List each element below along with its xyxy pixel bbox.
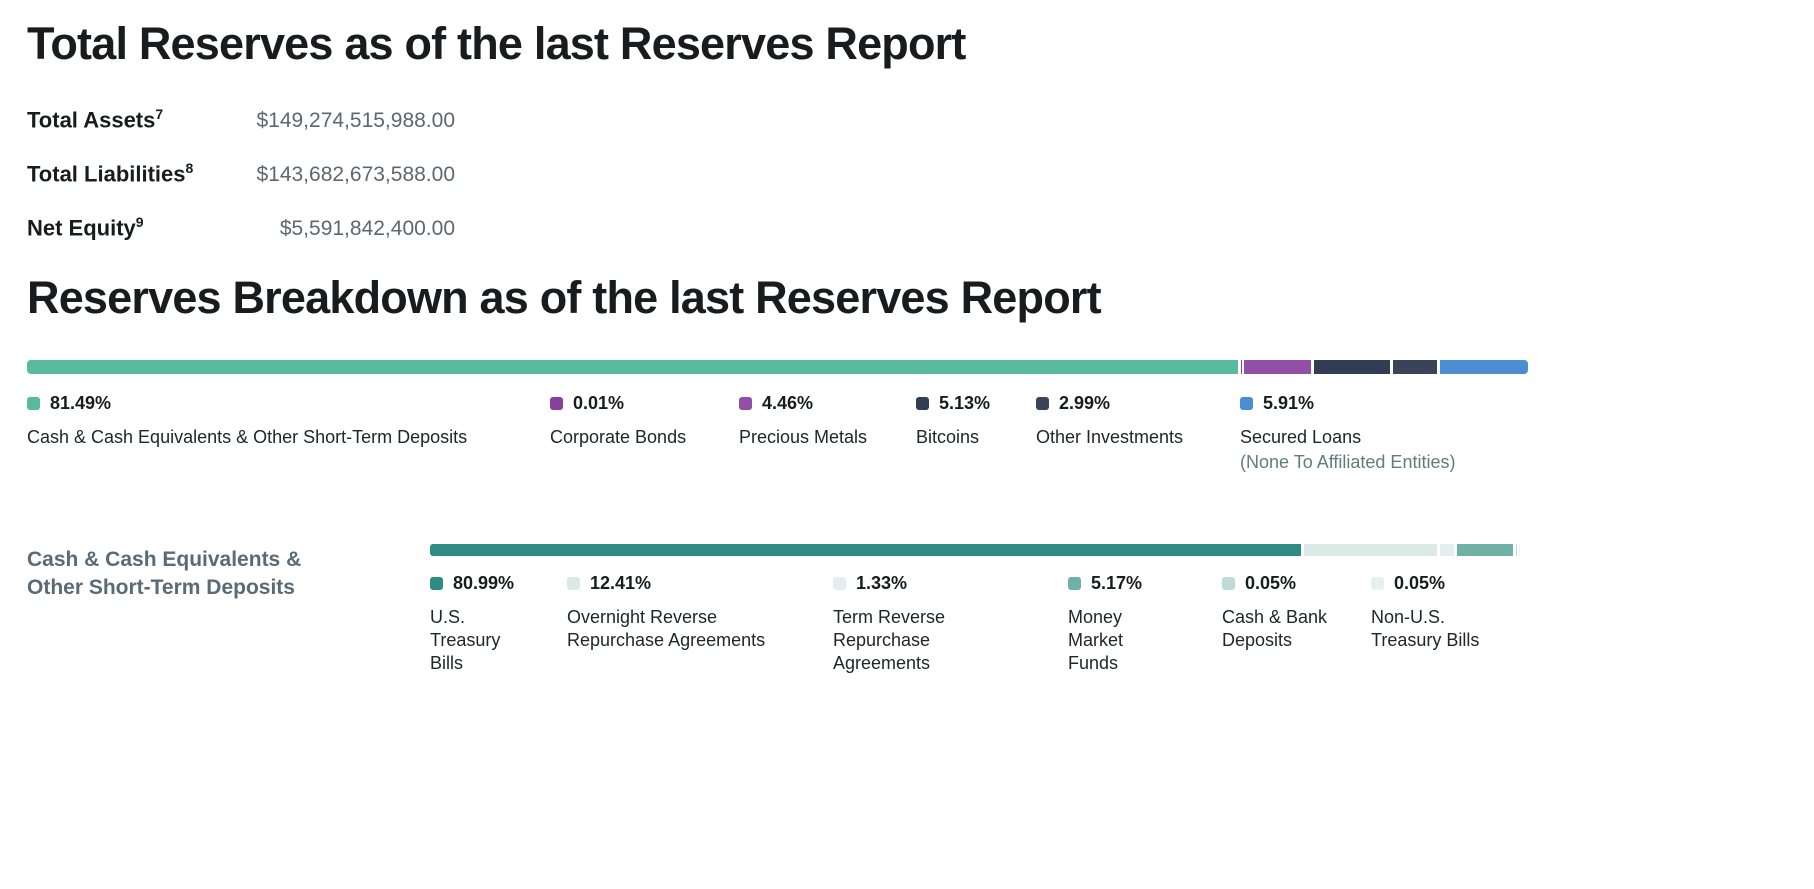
totals-label-text: Total Liabilities: [27, 161, 186, 187]
legend-percent: 2.99%: [1059, 392, 1111, 413]
total-reserves-heading: Total Reserves as of the last Reserves R…: [27, 18, 966, 69]
legend-head: 12.41%: [567, 572, 833, 593]
legend-percent: 80.99%: [453, 572, 515, 593]
footnote-ref: 9: [135, 214, 144, 230]
legend-item-money-market-funds: 5.17% Money Market Funds: [1068, 572, 1222, 675]
reserves-breakdown-heading: Reserves Breakdown as of the last Reserv…: [27, 272, 1102, 323]
legend-item-non-us-treasury-bills: 0.05% Non-U.S. Treasury Bills: [1371, 572, 1522, 675]
legend-head: 0.01%: [550, 392, 739, 413]
legend-item-precious-metals: 4.46% Precious Metals: [739, 392, 916, 474]
legend-label: Overnight Reverse Repurchase Agreements: [567, 607, 766, 650]
bar-segment-bitcoins: [1313, 360, 1390, 374]
legend-head: 5.17%: [1068, 572, 1222, 593]
legend-head: 5.91%: [1240, 392, 1528, 413]
bar-segment-cash-cash-equivalents-other-short-term-deposits: [27, 360, 1239, 374]
totals-label: Net Equity9: [27, 214, 240, 241]
cash-equivalents-title-text: Cash & Cash Equivalents & Other Short-Te…: [27, 548, 302, 599]
cash-equivalents-title: Cash & Cash Equivalents & Other Short-Te…: [27, 544, 430, 675]
legend-head: 1.33%: [833, 572, 1068, 593]
legend-percent: 0.01%: [573, 392, 625, 413]
legend-label: Bitcoins: [916, 427, 980, 447]
legend-swatch: [430, 576, 443, 590]
totals-label: Total Liabilities8: [27, 160, 240, 187]
legend-item-us-treasury-bills: 80.99% U.S. Treasury Bills: [430, 572, 567, 675]
legend-swatch: [1068, 576, 1081, 590]
legend-label: Other Investments: [1036, 427, 1184, 447]
legend-item-overnight-reverse-repo: 12.41% Overnight Reverse Repurchase Agre…: [567, 572, 833, 675]
legend-swatch: [1240, 396, 1253, 410]
legend-head: 81.49%: [27, 392, 550, 413]
legend-label: Corporate Bonds: [550, 427, 687, 447]
legend-percent: 4.46%: [762, 392, 814, 413]
legend-head: 80.99%: [430, 572, 567, 593]
reserves-breakdown-bar: [27, 360, 1528, 374]
legend-swatch: [550, 396, 563, 410]
legend-label: Money Market Funds: [1068, 607, 1124, 673]
legend-head: 4.46%: [739, 392, 916, 413]
totals-value: $5,591,842,400.00: [279, 217, 455, 241]
bar-segment-term-reverse-repurchase-agreements: [1440, 544, 1455, 556]
legend-percent: 0.05%: [1245, 572, 1297, 593]
legend-head: 2.99%: [1036, 392, 1240, 413]
legend-swatch: [739, 396, 752, 410]
bar-segment-overnight-reverse-repurchase-agreements: [1303, 544, 1438, 556]
totals-label-text: Net Equity: [27, 215, 136, 241]
totals-label: Total Assets7: [27, 106, 240, 133]
legend-swatch: [833, 576, 846, 590]
totals-label-text: Total Assets: [27, 107, 156, 133]
totals-value: $143,682,673,588.00: [256, 163, 455, 187]
legend-swatch: [1222, 576, 1235, 590]
legend-swatch: [1036, 396, 1049, 410]
legend-item-cash-bank-deposits: 0.05% Cash & Bank Deposits: [1222, 572, 1371, 675]
bar-segment-u-s-treasury-bills: [430, 544, 1301, 556]
cash-equivalents-legend: 80.99% U.S. Treasury Bills 12.41% Overni…: [430, 572, 1528, 675]
legend-item-other-investments: 2.99% Other Investments: [1036, 392, 1240, 474]
legend-swatch: [916, 396, 929, 410]
bar-segment-other-investments: [1392, 360, 1438, 374]
legend-swatch: [27, 396, 40, 410]
legend-swatch: [567, 576, 580, 590]
legend-label: Cash & Cash Equivalents & Other Short-Te…: [27, 427, 468, 447]
legend-percent: 1.33%: [856, 572, 908, 593]
cash-equivalents-chart: 80.99% U.S. Treasury Bills 12.41% Overni…: [430, 544, 1528, 675]
bar-segment-non-u-s-treasury-bills: [1519, 544, 1520, 556]
legend-percent: 0.05%: [1394, 572, 1446, 593]
cash-equivalents-section: Cash & Cash Equivalents & Other Short-Te…: [27, 544, 1814, 675]
legend-percent: 5.91%: [1263, 392, 1315, 413]
reserves-breakdown-legend: 81.49% Cash & Cash Equivalents & Other S…: [27, 392, 1814, 474]
legend-item-bitcoins: 5.13% Bitcoins: [916, 392, 1036, 474]
legend-item-term-reverse-repo: 1.33% Term Reverse Repurchase Agreements: [833, 572, 1068, 675]
bar-segment-secured-loans: [1440, 360, 1528, 374]
totals-row-total-liabilities: Total Liabilities8 $143,682,673,588.00: [27, 160, 1814, 187]
legend-item-corporate-bonds: 0.01% Corporate Bonds: [550, 392, 739, 474]
cash-equivalents-bar: [430, 544, 1520, 556]
legend-head: 0.05%: [1222, 572, 1371, 593]
bar-segment-cash-bank-deposits: [1515, 544, 1517, 556]
legend-percent: 5.17%: [1091, 572, 1143, 593]
legend-swatch: [1371, 576, 1384, 590]
totals-value: $149,274,515,988.00: [256, 109, 455, 133]
totals-row-net-equity: Net Equity9 $5,591,842,400.00: [27, 214, 1814, 241]
bar-segment-precious-metals: [1244, 360, 1311, 374]
legend-label: Cash & Bank Deposits: [1222, 607, 1328, 650]
legend-sublabel: (None To Affiliated Entities): [1240, 452, 1456, 472]
bar-segment-money-market-funds: [1457, 544, 1513, 556]
legend-percent: 81.49%: [50, 392, 112, 413]
totals-row-total-assets: Total Assets7 $149,274,515,988.00: [27, 106, 1814, 133]
footnote-ref: 7: [155, 106, 164, 122]
legend-label: Secured Loans: [1240, 427, 1362, 447]
legend-percent: 12.41%: [590, 572, 652, 593]
legend-label: U.S. Treasury Bills: [430, 607, 501, 673]
legend-label: Precious Metals: [739, 427, 868, 447]
legend-head: 5.13%: [916, 392, 1036, 413]
legend-label: Term Reverse Repurchase Agreements: [833, 607, 946, 673]
legend-item-cash-equivalents: 81.49% Cash & Cash Equivalents & Other S…: [27, 392, 550, 474]
footnote-ref: 8: [185, 160, 194, 176]
totals-table: Total Assets7 $149,274,515,988.00 Total …: [27, 106, 1814, 241]
legend-item-secured-loans: 5.91% Secured Loans (None To Affiliated …: [1240, 392, 1528, 474]
legend-percent: 5.13%: [939, 392, 991, 413]
legend-label: Non-U.S. Treasury Bills: [1371, 607, 1480, 650]
legend-head: 0.05%: [1371, 572, 1522, 593]
